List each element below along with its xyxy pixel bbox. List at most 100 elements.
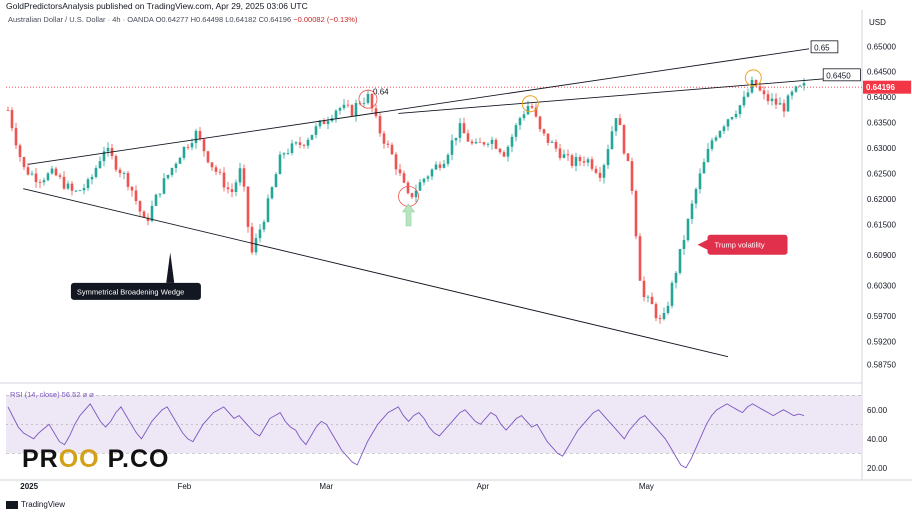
candle-body [758,86,762,91]
candle-body [238,168,242,183]
tradingview-logo-icon [6,500,18,509]
candle-body [166,174,170,179]
candle-body [610,131,614,150]
candle-body [214,167,218,172]
candle-body [86,179,90,189]
candle-body [306,139,310,146]
candle-body [62,176,66,189]
price-tick-label: 0.65000 [867,42,896,51]
change-value: −0.00082 (−0.13%) [293,15,358,24]
candle-body [154,194,158,206]
candle-body [150,205,154,221]
candle-body [322,120,326,125]
candle-body [418,182,422,191]
candle-body [646,296,650,298]
price-tick-label: 0.64500 [867,68,896,77]
candle-body [146,217,150,221]
rsi-legend: RSI (14, close) 56.52 ⌀ ⌀ [10,390,94,399]
candle-body [94,168,98,177]
candle-body [754,79,758,87]
candle-body [438,164,442,168]
candle-body [114,156,118,170]
candle-body [426,176,430,179]
lower-wedge-line [23,188,729,358]
candle-body [362,102,366,104]
candle-body [34,173,38,182]
green-up-arrow-icon [401,203,416,227]
price-tick-label: 0.58750 [867,360,896,369]
candle-body [794,86,798,92]
price-tick-label: 0.62000 [867,195,896,204]
candle-body [786,95,790,112]
candle-body [278,154,282,175]
candle-body [526,106,530,115]
candle-body [502,152,506,157]
candle-body [574,157,578,166]
candle-body [42,180,46,183]
candle-body [618,118,622,126]
candle-body [562,154,566,158]
candle-body [398,169,402,174]
time-tick-label: 2025 [20,482,38,491]
candle-body [742,96,746,106]
candle-body [674,272,678,283]
last-price-label: 0.64196 [866,83,895,92]
level-label-06450: 0.6450 [826,71,851,80]
candle-body [170,167,174,175]
candle-body [274,174,278,188]
recent-top-circle-marker [744,69,762,87]
candle-body [298,142,302,145]
candle-body [326,121,330,125]
candle-body [290,143,294,154]
candle-body [714,137,718,141]
candle-body [422,178,426,183]
candle-body [770,98,774,102]
candle-body [354,103,358,116]
candle-body [550,141,554,143]
candle-body [774,98,778,105]
top-circle-marker [358,89,378,109]
candle-body [258,229,262,239]
candle-body [470,141,474,144]
price-tick-label: 0.61500 [867,220,896,229]
open-value: O0.64277 [155,15,189,24]
candle-body [82,188,86,191]
candle-body [558,148,562,158]
tradingview-footer[interactable]: TradingView [6,500,65,509]
candle-body [654,304,658,319]
candle-body [294,142,298,144]
candle-body [798,85,802,87]
candle-body [726,119,730,127]
candle-body [374,108,378,117]
candle-body [458,123,462,138]
candle-body [538,116,542,130]
price-tick-label: 0.59700 [867,312,896,321]
candle-body [346,104,350,106]
candle-body [382,133,386,144]
upper-wedge-line [28,48,810,165]
candle-body [190,143,194,148]
candle-body [242,168,246,187]
candle-body [666,305,670,314]
candle-body [642,280,646,298]
candle-body [218,171,222,173]
candle-body [134,190,138,202]
candle-body [578,157,582,162]
level-label-065-box [810,40,839,54]
candle-body [626,153,630,162]
candle-body [702,162,706,174]
candle-body [46,173,50,181]
candle-body [262,221,266,230]
candle-body [90,176,94,180]
candle-body [222,172,226,188]
candle-body [130,186,134,191]
candle-body [410,193,414,198]
mid-top-circle-marker [521,95,539,113]
candle-body [98,161,102,169]
candle-body [542,129,546,134]
candle-body [186,146,190,148]
time-tick-label: Feb [177,482,191,491]
symbol-ohlc-line: Australian Dollar / U.S. Dollar · 4h · O… [8,15,357,24]
candle-body [126,173,130,187]
